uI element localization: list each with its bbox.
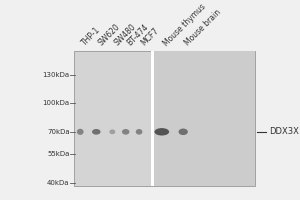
Bar xyxy=(151,51,154,186)
Ellipse shape xyxy=(92,129,100,135)
Ellipse shape xyxy=(178,129,188,135)
Text: 130kDa: 130kDa xyxy=(42,72,70,78)
Text: 70kDa: 70kDa xyxy=(47,129,70,135)
Text: BT-474: BT-474 xyxy=(126,23,151,48)
Ellipse shape xyxy=(122,129,129,135)
Ellipse shape xyxy=(154,128,169,136)
Bar xyxy=(74,51,255,186)
Text: 40kDa: 40kDa xyxy=(47,180,70,186)
Text: 55kDa: 55kDa xyxy=(47,151,70,157)
Ellipse shape xyxy=(77,129,84,135)
Text: SW480: SW480 xyxy=(112,22,138,48)
Ellipse shape xyxy=(110,129,115,134)
Ellipse shape xyxy=(136,129,142,135)
Text: Mouse brain: Mouse brain xyxy=(183,8,223,48)
Text: SW620: SW620 xyxy=(96,22,122,48)
Text: Mouse thymus: Mouse thymus xyxy=(162,2,208,48)
Text: 100kDa: 100kDa xyxy=(42,100,70,106)
Bar xyxy=(154,51,255,186)
Text: DDX3X: DDX3X xyxy=(269,127,298,136)
Text: MCF7: MCF7 xyxy=(139,26,161,48)
Text: THP-1: THP-1 xyxy=(80,25,102,48)
